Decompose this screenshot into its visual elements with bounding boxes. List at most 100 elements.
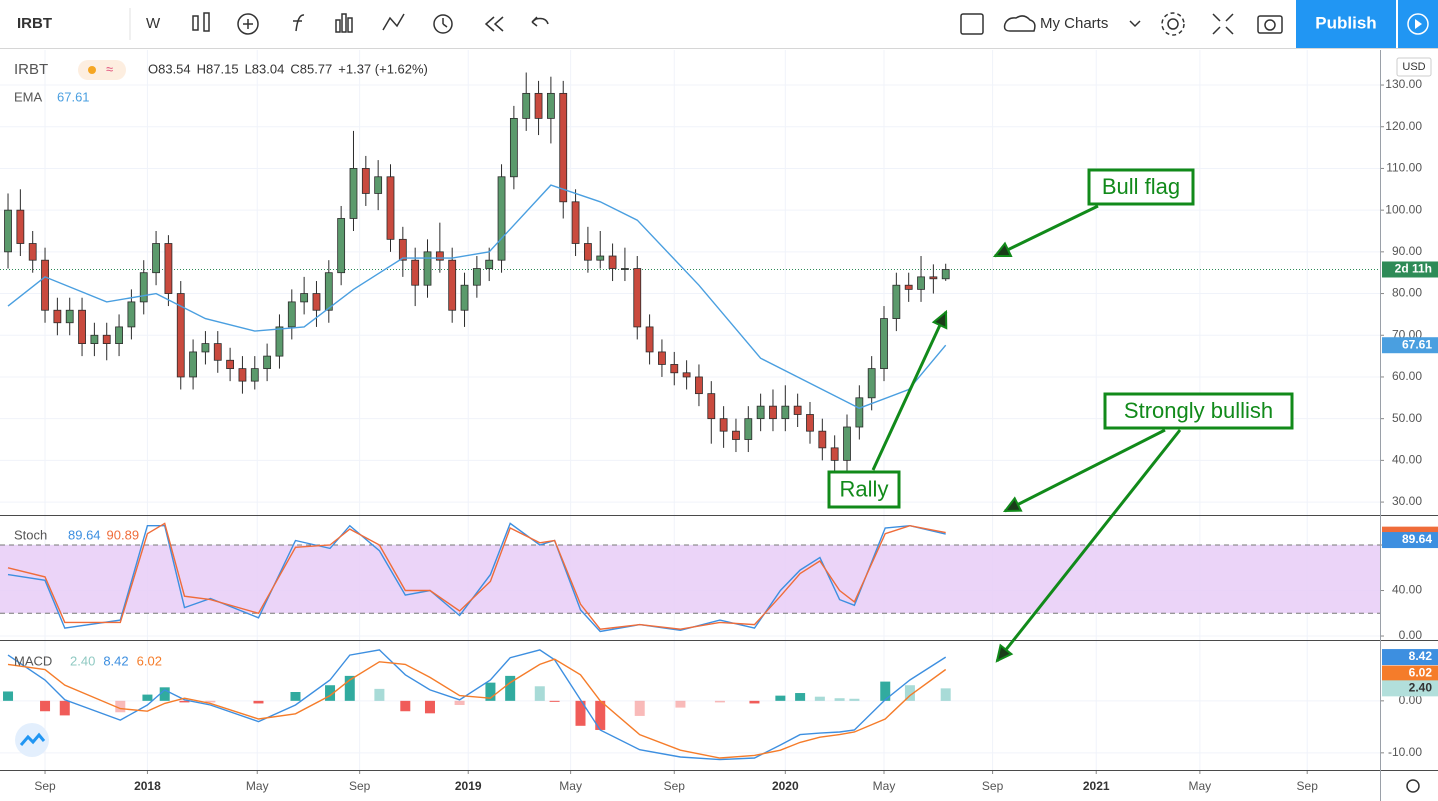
ohlc-legend: +1.37 (+1.62%) <box>338 61 428 76</box>
x-tick-label: 2019 <box>455 779 482 793</box>
macd-histogram-bar <box>253 700 264 704</box>
x-tick-label: Sep <box>1297 779 1319 793</box>
candle-body <box>472 268 481 286</box>
ohlc-legend: H87.15 <box>197 61 239 76</box>
candle-body <box>904 284 913 290</box>
candle-body <box>90 334 99 344</box>
stoch-line <box>7 522 946 630</box>
candle-body <box>139 272 148 303</box>
x-tick-label: May <box>246 779 269 793</box>
candle-body <box>682 372 691 378</box>
y-tick-label: 0.00 <box>1399 628 1423 642</box>
macd-histogram-bar <box>675 700 686 708</box>
macd-histogram-bar <box>880 681 891 701</box>
my-charts-button[interactable]: My Charts <box>1040 15 1108 32</box>
y-tick-label: 40.00 <box>1392 453 1422 467</box>
candle-body <box>633 268 642 328</box>
candle-body <box>806 414 814 432</box>
y-tick-label: 80.00 <box>1392 286 1422 300</box>
candle-body <box>213 343 222 361</box>
symbol-button[interactable]: IRBT <box>17 15 52 32</box>
candle-body <box>386 176 395 240</box>
price-tag-bg <box>1382 665 1438 682</box>
y-tick-label: 120.00 <box>1385 119 1422 133</box>
candle-body <box>608 255 617 269</box>
candle-body <box>361 168 370 194</box>
annotation-text: Strongly bullish <box>1124 398 1273 423</box>
publish-button-bg[interactable] <box>1296 0 1396 48</box>
settings-icon[interactable] <box>1406 779 1420 793</box>
interval-button[interactable]: W <box>146 15 161 32</box>
candle-body <box>226 359 235 370</box>
publish-button[interactable]: Publish <box>1315 13 1376 32</box>
annotation-box <box>827 470 901 509</box>
candle-body <box>571 201 580 244</box>
candle-body <box>732 430 740 440</box>
price-tag-bg <box>1382 680 1438 697</box>
macd-histogram-bar <box>424 700 435 714</box>
candle-body <box>127 301 136 328</box>
y-tick-label: 30.00 <box>1392 494 1422 508</box>
macd-histogram-bar <box>374 688 385 701</box>
candle-body <box>559 92 568 203</box>
candle-body <box>287 301 296 328</box>
x-tick-label: May <box>1189 779 1212 793</box>
macd-histogram-bar <box>344 675 355 701</box>
y-tick-label: 40.00 <box>1392 583 1422 597</box>
macd-histogram-bar <box>454 700 465 705</box>
play-icon <box>1407 13 1429 35</box>
candle-body <box>201 343 210 353</box>
annotation-arrowhead <box>992 241 1013 258</box>
price-tag: 2.40 <box>1409 681 1433 695</box>
toolbar <box>0 0 1438 48</box>
candle-body <box>818 430 827 449</box>
candle-body <box>250 368 259 382</box>
annotation-text: Rally <box>840 476 889 501</box>
price-tag: 89.64 <box>1402 532 1432 546</box>
annotation-arrow <box>995 429 1182 662</box>
candle-body <box>374 176 383 194</box>
y-tick-label: 0.00 <box>1399 693 1423 707</box>
candle-body <box>645 326 654 353</box>
price-tag: 67.61 <box>1402 337 1432 351</box>
candle-body <box>830 447 839 461</box>
candle-body <box>41 259 49 311</box>
macd-histogram-bar <box>714 700 725 703</box>
candle-body <box>16 209 25 244</box>
candle-body <box>460 284 469 311</box>
y-tick-label: 60.00 <box>1392 369 1422 383</box>
toolbar-icons[interactable] <box>192 12 1283 36</box>
price-tag-bg <box>1382 337 1438 354</box>
x-tick-label: 2021 <box>1083 779 1110 793</box>
candle-body <box>880 318 888 370</box>
candle-body <box>263 355 272 370</box>
candle-body <box>584 243 592 261</box>
macd-histogram-bar <box>940 688 951 701</box>
candle-body <box>596 255 605 261</box>
macd-histogram-bar <box>575 700 586 726</box>
x-tick-label: Sep <box>34 779 56 793</box>
candle-body <box>324 272 333 311</box>
macd-histogram-bar <box>834 698 845 701</box>
macd-histogram-bar <box>534 686 545 701</box>
candle-body <box>744 418 753 440</box>
candle-body <box>941 269 950 280</box>
annotation-box <box>1087 168 1195 206</box>
candle-body <box>411 259 420 286</box>
macd-histogram-bar <box>159 687 170 701</box>
macd-line <box>7 658 947 759</box>
price-tag-bg <box>1382 261 1438 278</box>
macd-histogram-bar <box>849 698 860 701</box>
candle-body <box>621 268 629 270</box>
annotation-arrowhead <box>995 643 1014 663</box>
macd-histogram-bar <box>485 682 496 701</box>
macd-histogram-bar <box>40 700 51 712</box>
candle-body <box>115 326 123 344</box>
candle-body <box>522 92 531 119</box>
y-tick-label: 110.00 <box>1386 161 1422 175</box>
price-tag-bg <box>1382 532 1438 549</box>
x-tick-label: Sep <box>349 779 371 793</box>
ohlc-legend: L83.04 <box>245 61 285 76</box>
price-tag: 2d 11h <box>1395 262 1432 276</box>
